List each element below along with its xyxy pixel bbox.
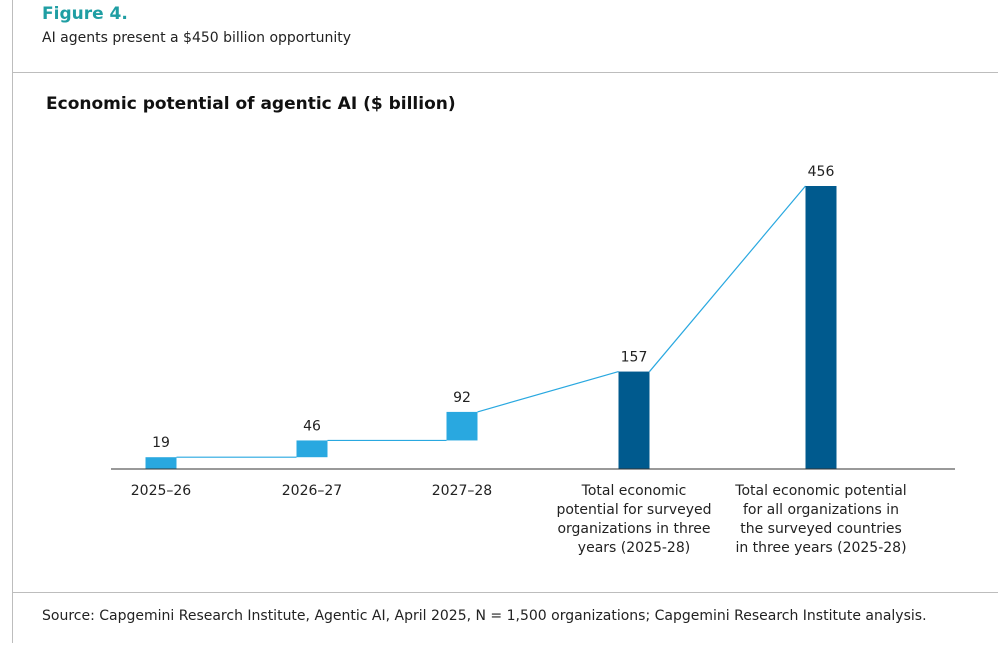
x-tick-label-5: Total economic potential for all organiza… — [734, 483, 906, 556]
x-tick-label-2: 2026–27 — [282, 483, 342, 499]
connector-line — [477, 370, 619, 413]
x-tick-label-3: 2027–28 — [432, 483, 492, 499]
bar-2 — [296, 440, 328, 458]
bar-5 — [805, 186, 837, 469]
data-label-2: 46 — [303, 418, 321, 434]
data-label-4: 157 — [621, 350, 648, 366]
bar-3 — [446, 411, 478, 441]
figure-subtitle: AI agents present a $450 billion opportu… — [42, 30, 352, 46]
bar-4 — [618, 371, 650, 469]
data-label-5: 456 — [808, 164, 835, 180]
x-tick-label-4: Total economic potential for surveyed orga… — [556, 483, 711, 556]
figure-label: Figure 4. — [42, 4, 128, 24]
source-note: Source: Capgemini Research Institute, Ag… — [42, 608, 927, 624]
connector-line — [649, 185, 806, 372]
top-divider — [12, 72, 998, 73]
waterfall-chart: 19 46 92 157 456 2025–26 2026–27 2027–28 Total e… — [111, 164, 955, 556]
bar-1 — [145, 457, 177, 469]
x-tick-label-1: 2025–26 — [131, 483, 192, 499]
data-label-3: 92 — [453, 390, 471, 406]
bottom-divider — [12, 592, 998, 593]
chart-title: Economic potential of agentic AI ($ bill… — [46, 94, 456, 114]
data-label-1: 19 — [152, 435, 170, 451]
left-border-line — [12, 0, 13, 643]
